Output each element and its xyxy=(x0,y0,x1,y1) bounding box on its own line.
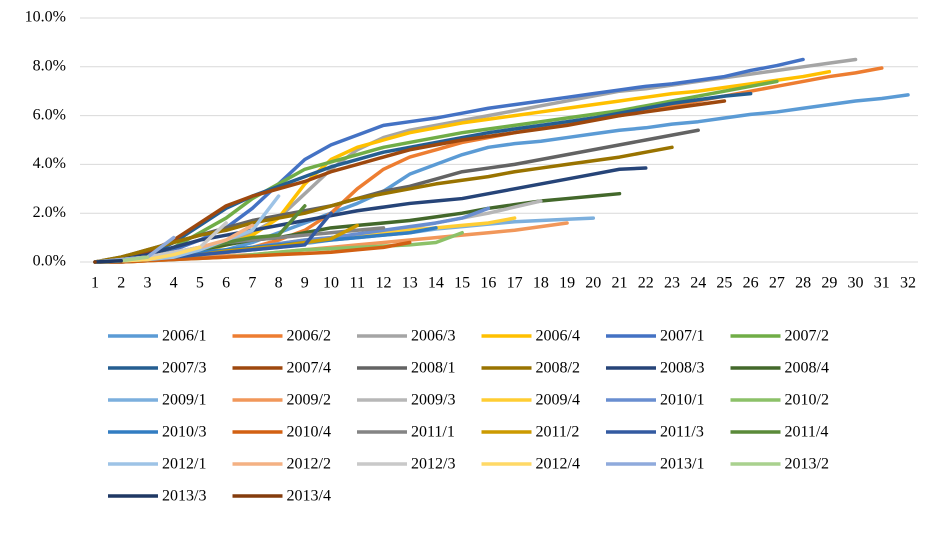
legend-label: 2008/2 xyxy=(536,360,580,377)
x-tick-label: 21 xyxy=(612,275,628,292)
x-tick-label: 7 xyxy=(248,275,256,292)
x-tick-label: 22 xyxy=(638,275,654,292)
x-tick-label: 16 xyxy=(480,275,496,292)
legend-label: 2007/2 xyxy=(785,328,829,345)
x-tick-label: 28 xyxy=(795,275,811,292)
x-tick-label: 13 xyxy=(402,275,418,292)
legend-label: 2012/2 xyxy=(287,456,331,473)
x-tick-label: 24 xyxy=(690,275,706,292)
x-tick-label: 6 xyxy=(222,275,230,292)
legend-label: 2007/4 xyxy=(287,360,331,377)
legend-label: 2009/4 xyxy=(536,392,580,409)
legend-label: 2010/2 xyxy=(785,392,829,409)
legend-label: 2006/3 xyxy=(411,328,455,345)
x-tick-label: 4 xyxy=(170,275,178,292)
x-tick-label: 31 xyxy=(874,275,890,292)
x-tick-label: 1 xyxy=(91,275,99,292)
legend-label: 2013/4 xyxy=(287,488,331,505)
legend-label: 2009/2 xyxy=(287,392,331,409)
legend-label: 2007/3 xyxy=(162,360,206,377)
x-tick-label: 27 xyxy=(769,275,785,292)
legend-label: 2010/4 xyxy=(287,424,331,441)
legend-label: 2012/4 xyxy=(536,456,580,473)
y-tick-label: 8.0% xyxy=(33,57,66,74)
x-tick-label: 9 xyxy=(301,275,309,292)
legend-label: 2010/3 xyxy=(162,424,206,441)
legend-label: 2010/1 xyxy=(660,392,704,409)
x-tick-label: 8 xyxy=(275,275,283,292)
legend-label: 2011/4 xyxy=(785,424,829,441)
x-tick-label: 12 xyxy=(375,275,391,292)
series-line xyxy=(93,99,727,264)
x-tick-label: 23 xyxy=(664,275,680,292)
legend-label: 2006/2 xyxy=(287,328,331,345)
x-tick-label: 30 xyxy=(848,275,864,292)
legend-label: 2011/2 xyxy=(536,424,580,441)
x-tick-label: 11 xyxy=(350,275,365,292)
legend-label: 2013/2 xyxy=(785,456,829,473)
legend-label: 2013/1 xyxy=(660,456,704,473)
series-line xyxy=(93,145,674,264)
legend-label: 2011/1 xyxy=(411,424,455,441)
x-tick-label: 17 xyxy=(507,275,523,292)
x-tick-label: 26 xyxy=(743,275,759,292)
series-line xyxy=(93,79,779,264)
x-tick-label: 25 xyxy=(716,275,732,292)
legend-label: 2008/4 xyxy=(785,360,829,377)
legend-label: 2008/3 xyxy=(660,360,704,377)
legend-label: 2009/3 xyxy=(411,392,455,409)
series-line xyxy=(93,91,753,264)
series-line xyxy=(93,259,123,264)
x-tick-label: 19 xyxy=(559,275,575,292)
legend-label: 2011/3 xyxy=(660,424,704,441)
y-tick-label: 10.0% xyxy=(25,9,66,26)
x-tick-label: 18 xyxy=(533,275,549,292)
x-tick-label: 14 xyxy=(428,275,444,292)
legend-label: 2012/1 xyxy=(162,456,206,473)
x-tick-label: 29 xyxy=(821,275,837,292)
x-tick-label: 32 xyxy=(900,275,916,292)
x-tick-label: 10 xyxy=(323,275,339,292)
x-tick-label: 2 xyxy=(117,275,125,292)
legend-label: 2006/4 xyxy=(536,328,580,345)
legend-label: 2007/1 xyxy=(660,328,704,345)
legend-label: 2012/3 xyxy=(411,456,455,473)
legend-label: 2008/1 xyxy=(411,360,455,377)
x-tick-label: 5 xyxy=(196,275,204,292)
legend-label: 2009/1 xyxy=(162,392,206,409)
x-tick-label: 20 xyxy=(585,275,601,292)
y-tick-label: 4.0% xyxy=(33,155,66,172)
x-tick-label: 15 xyxy=(454,275,470,292)
legend-label: 2013/3 xyxy=(162,488,206,505)
y-tick-label: 6.0% xyxy=(33,106,66,123)
x-tick-label: 3 xyxy=(143,275,151,292)
y-tick-label: 0.0% xyxy=(33,253,66,270)
series-line xyxy=(93,166,648,264)
legend-label: 2006/1 xyxy=(162,328,206,345)
y-tick-label: 2.0% xyxy=(33,204,66,221)
